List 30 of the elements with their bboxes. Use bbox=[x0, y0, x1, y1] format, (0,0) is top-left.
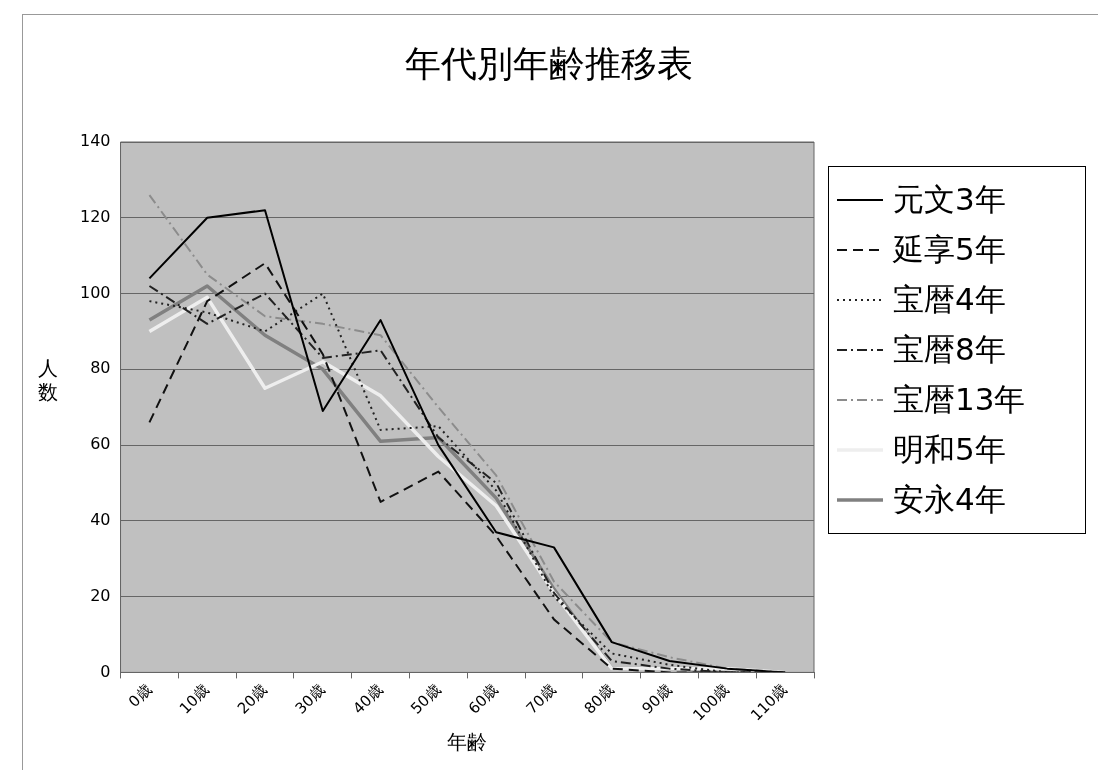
x-tick-label: 20歳 bbox=[233, 680, 271, 718]
y-tick-label: 80 bbox=[90, 358, 111, 378]
y-tick-label: 100 bbox=[79, 282, 111, 302]
legend-label: 延享5年 bbox=[893, 230, 1006, 269]
legend-label: 元文3年 bbox=[893, 180, 1006, 219]
y-tick-label: 60 bbox=[90, 434, 111, 454]
legend-label: 安永4年 bbox=[893, 480, 1006, 519]
y-tick-label: 20 bbox=[90, 585, 111, 605]
x-tick-label: 10歳 bbox=[175, 680, 213, 718]
chart-title: 年代別年齢推移表 bbox=[404, 42, 694, 86]
y-tick-label: 140 bbox=[79, 131, 111, 151]
x-tick-label: 40歳 bbox=[349, 680, 387, 718]
y-tick-label: 0 bbox=[100, 661, 111, 681]
y-tick-label: 40 bbox=[90, 510, 111, 530]
x-axis-title: 年齢 bbox=[447, 730, 488, 755]
x-tick-label: 90歳 bbox=[638, 680, 676, 718]
x-tick-label: 30歳 bbox=[291, 680, 329, 718]
legend-label: 宝暦4年 bbox=[893, 280, 1006, 319]
y-tick-label: 120 bbox=[79, 206, 111, 226]
x-tick-label: 80歳 bbox=[580, 680, 618, 718]
x-tick-label: 0歳 bbox=[124, 680, 156, 711]
legend-label: 宝暦8年 bbox=[893, 330, 1006, 369]
x-tick-label: 110歳 bbox=[747, 680, 791, 725]
legend-label: 宝暦13年 bbox=[893, 380, 1026, 419]
y-axis-title: 人数 bbox=[38, 356, 59, 404]
legend-label: 明和5年 bbox=[893, 430, 1006, 469]
x-tick-label: 60歳 bbox=[464, 680, 502, 718]
x-tick-label: 50歳 bbox=[407, 680, 444, 718]
x-tick-label: 100歳 bbox=[689, 680, 733, 725]
x-tick-label: 70歳 bbox=[522, 680, 560, 718]
